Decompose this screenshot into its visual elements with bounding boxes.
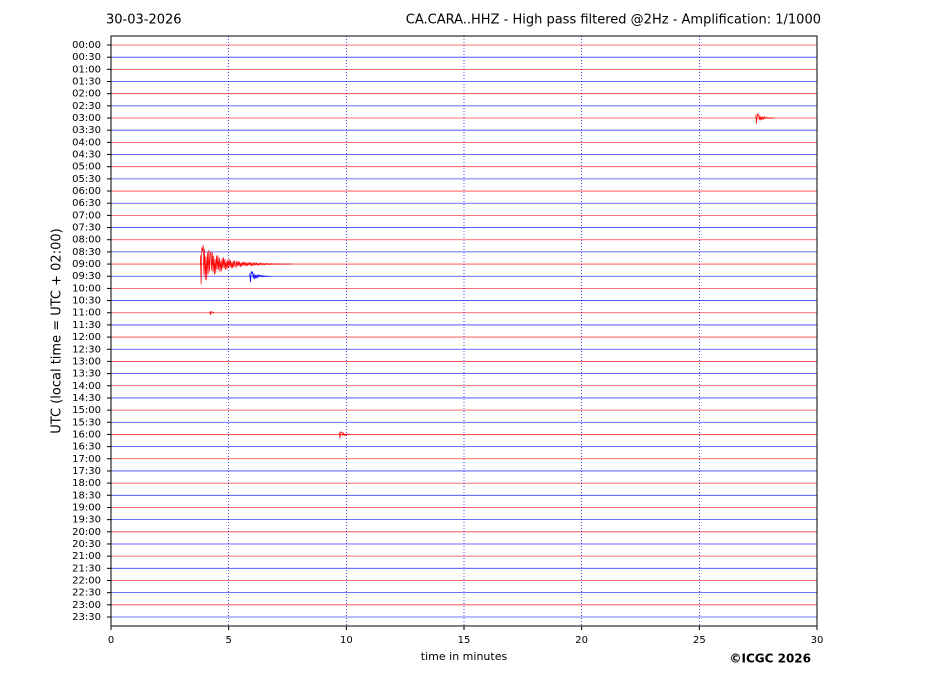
seismic-event [209,310,215,315]
y-tick-label: 13:30 [72,369,101,380]
y-tick-label: 01:30 [72,77,101,88]
y-tick-label: 19:00 [72,502,101,513]
y-axis-label: UTC (local time = UTC + 02:00) [50,228,65,433]
y-tick-label: 11:30 [72,320,101,331]
x-tick-label: 10 [340,635,353,646]
y-tick-label: 08:00 [72,235,101,246]
y-tick-label: 03:30 [72,125,101,136]
y-tick-label: 02:30 [72,101,101,112]
y-tick-label: 03:00 [72,113,101,124]
y-tick-label: 09:30 [72,271,101,282]
x-tick-label: 5 [225,635,231,646]
y-tick-label: 11:00 [72,308,101,319]
y-tick-label: 15:30 [72,417,101,428]
y-tick-label: 21:30 [72,563,101,574]
seismic-event [249,270,271,283]
y-tick-label: 12:00 [72,332,101,343]
y-tick-label: 07:00 [72,210,101,221]
y-tick-label: 06:30 [72,198,101,209]
credit: ©ICGC 2026 [729,652,811,666]
y-tick-label: 00:00 [72,40,101,51]
y-tick-label: 17:00 [72,454,101,465]
y-tick-label: 21:00 [72,551,101,562]
x-tick-label: 15 [458,635,471,646]
y-tick-label: 19:30 [72,515,101,526]
y-tick-label: 18:00 [72,478,101,489]
y-tick-label: 14:30 [72,393,101,404]
y-tick-label: 22:30 [72,588,101,599]
x-tick-label: 30 [811,635,824,646]
y-tick-label: 05:00 [72,162,101,173]
y-tick-label: 06:00 [72,186,101,197]
y-tick-label: 20:30 [72,539,101,550]
x-axis-label: time in minutes [421,650,508,663]
y-tick-label: 17:30 [72,466,101,477]
y-tick-label: 16:30 [72,442,101,453]
y-tick-label: 05:30 [72,174,101,185]
y-tick-label: 04:00 [72,137,101,148]
y-tick-label: 18:30 [72,490,101,501]
y-tick-label: 00:30 [72,52,101,63]
y-tick-label: 10:30 [72,296,101,307]
y-tick-label: 02:00 [72,89,101,100]
y-tick-label: 07:30 [72,223,101,234]
y-tick-label: 23:00 [72,600,101,611]
seismic-event [755,112,775,124]
x-tick-label: 25 [693,635,706,646]
y-tick-label: 16:00 [72,429,101,440]
y-tick-label: 04:30 [72,150,101,161]
x-tick-label: 20 [575,635,588,646]
y-tick-label: 09:00 [72,259,101,270]
plot-frame [110,35,818,627]
x-tick-label: 0 [108,635,114,646]
y-tick-label: 14:00 [72,381,101,392]
y-tick-label: 23:30 [72,612,101,623]
y-tick-label: 13:00 [72,356,101,367]
date: 30-03-2026 [106,13,182,28]
y-tick-label: 20:00 [72,527,101,538]
chart-title: CA.CARA..HHZ - High pass filtered @2Hz -… [406,13,821,28]
y-tick-label: 08:30 [72,247,101,258]
y-tick-label: 12:30 [72,344,101,355]
seismic-event [338,430,351,439]
seismic-event [200,244,293,285]
y-tick-label: 01:00 [72,64,101,75]
y-tick-label: 15:00 [72,405,101,416]
y-tick-label: 10:00 [72,283,101,294]
y-tick-label: 22:00 [72,575,101,586]
